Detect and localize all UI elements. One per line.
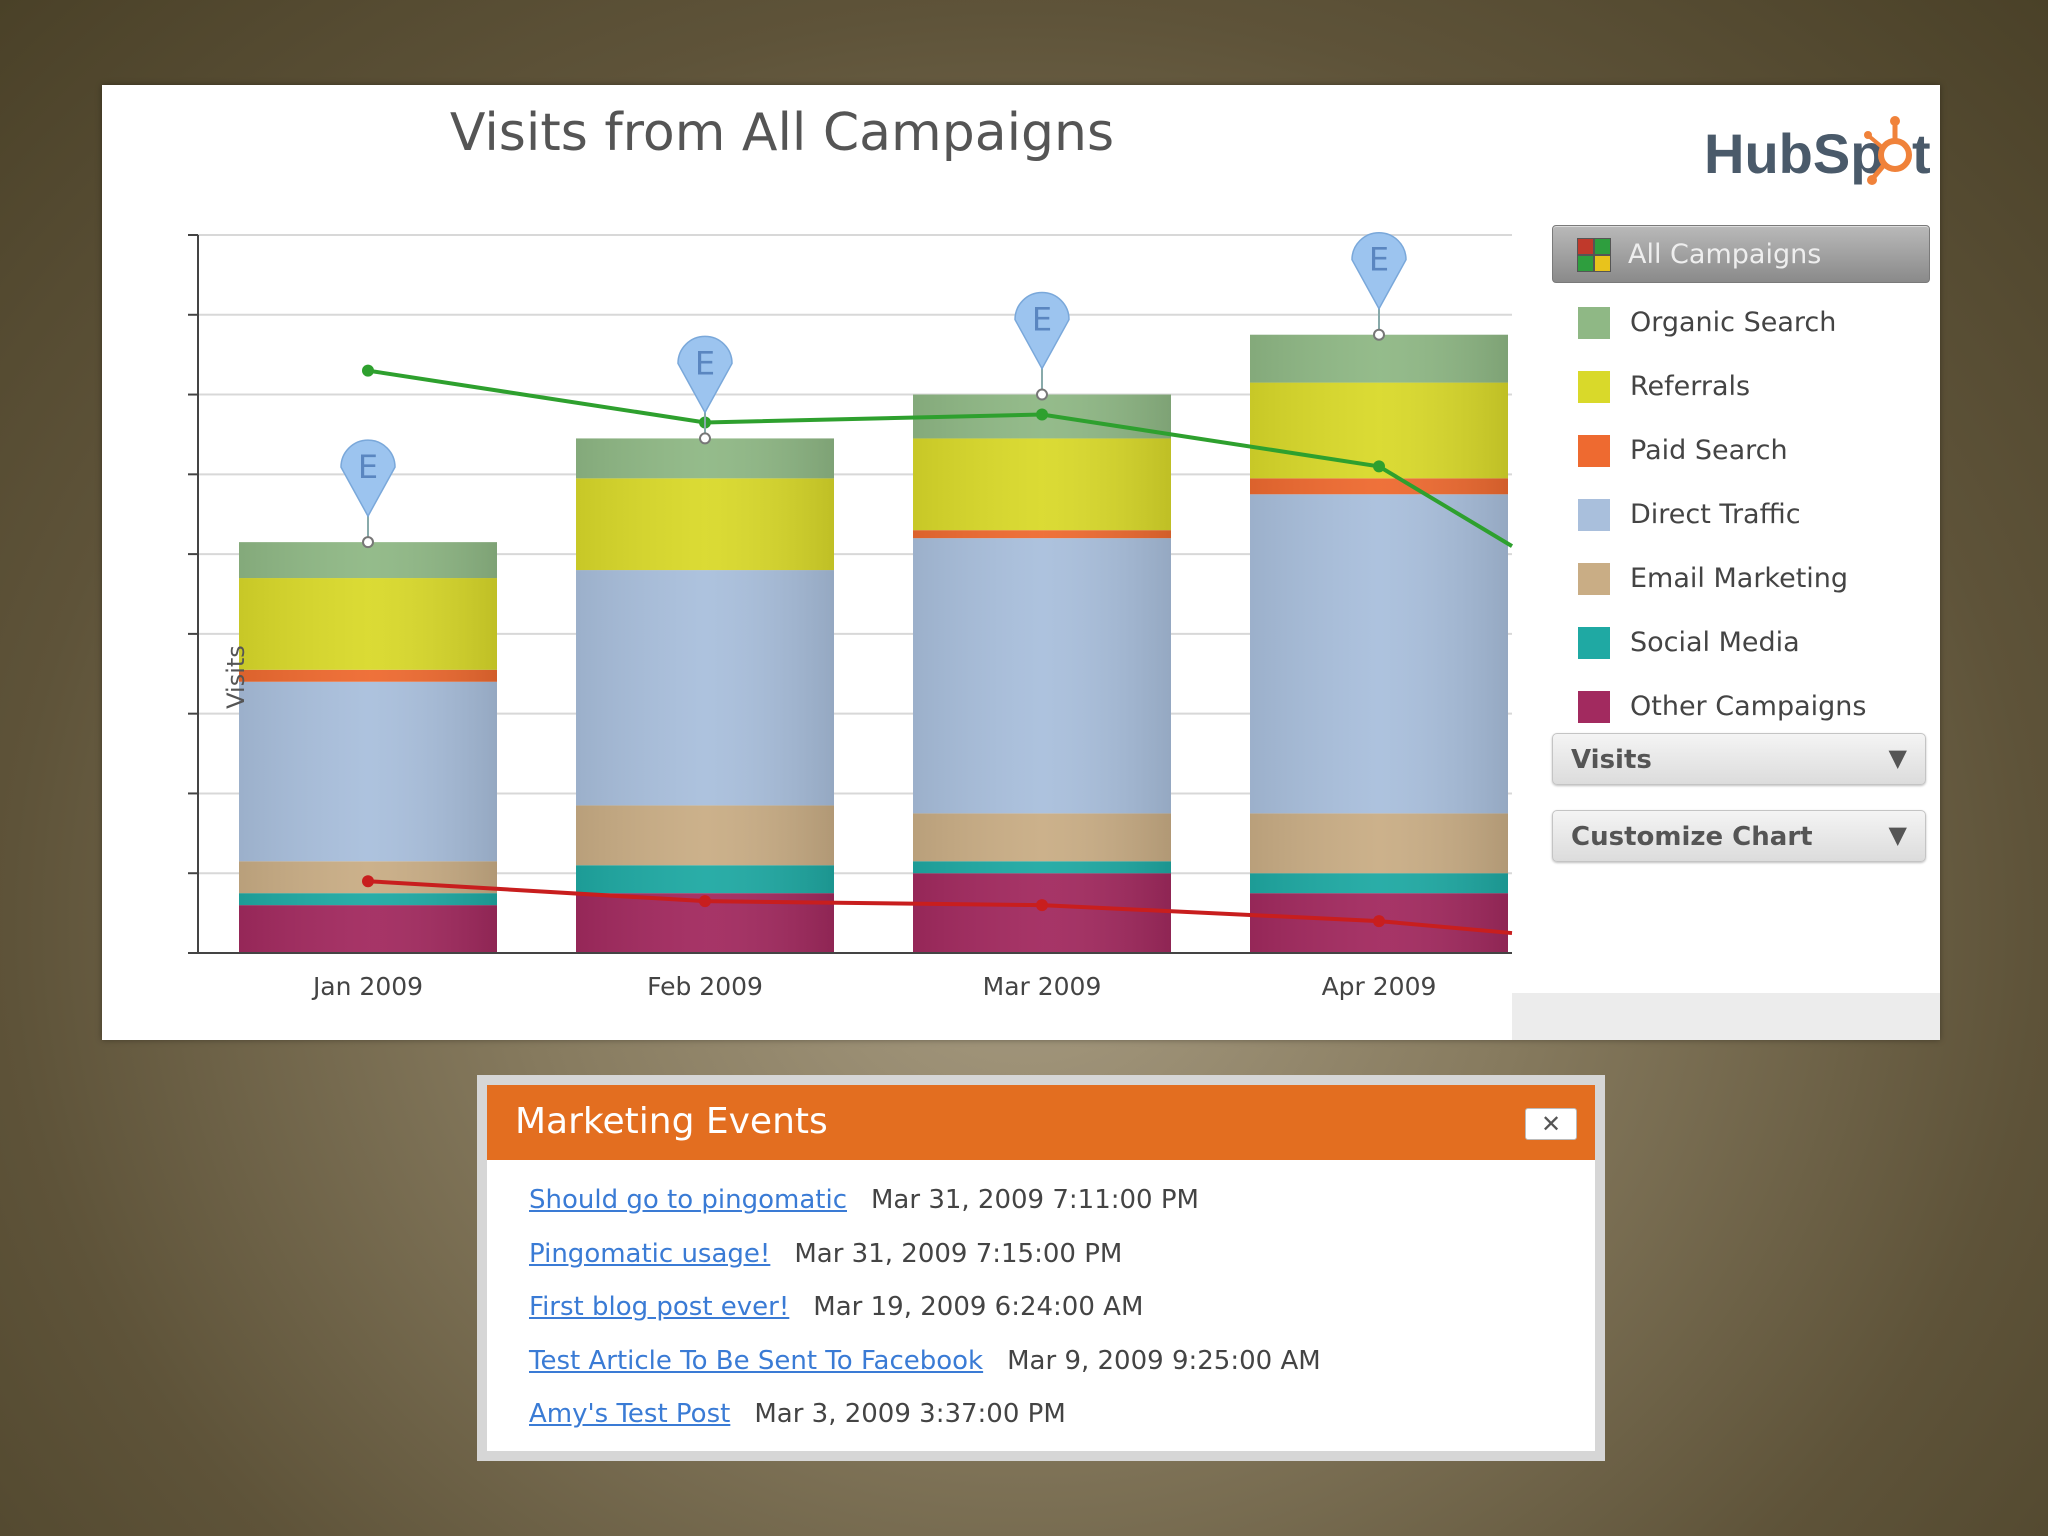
chart-title: Visits from All Campaigns — [449, 103, 1115, 163]
event-link[interactable]: Pingomatic usage! — [529, 1238, 771, 1269]
all-campaigns-icon — [1577, 238, 1611, 272]
legend-swatch — [1578, 627, 1610, 659]
bar-shade — [576, 438, 834, 953]
customize-chart-dropdown[interactable]: Customize Chart ▼ — [1552, 810, 1926, 862]
legend-item[interactable]: Direct Traffic — [1552, 483, 1932, 547]
event-marker-label: E — [1032, 301, 1052, 339]
event-link[interactable]: Should go to pingomatic — [529, 1185, 847, 1215]
bar-shade — [239, 542, 497, 953]
line-point[interactable] — [1036, 408, 1048, 421]
event-link[interactable]: Test Article To Be Sent To Facebook — [529, 1345, 984, 1376]
event-marker[interactable]: E — [1351, 231, 1407, 341]
line-point[interactable] — [1373, 460, 1385, 473]
metric-dropdown-label: Visits — [1571, 745, 1652, 775]
legend-swatch — [1578, 499, 1610, 531]
event-row: Should go to pingomatic Mar 31, 2009 7:11… — [529, 1185, 1321, 1239]
event-anchor — [362, 536, 374, 549]
line-point[interactable] — [362, 875, 374, 888]
legend-item[interactable]: Other Campaigns — [1552, 675, 1932, 739]
legend-label: Organic Search — [1630, 307, 1837, 338]
events-title: Marketing Events — [515, 1101, 828, 1142]
y-axis-label: Visits — [222, 645, 250, 709]
map-pin-icon — [1351, 231, 1407, 311]
stacked-bar-chart: E E E E Jan 2009 Feb 2009 Mar 2009 Apr 2009 Vi… — [188, 231, 1514, 1001]
event-time: Mar 31, 2009 7:15:00 PM — [794, 1238, 1123, 1269]
event-marker[interactable]: E — [677, 335, 733, 445]
customize-chart-label: Customize Chart — [1571, 822, 1813, 852]
legend-label: Referrals — [1630, 371, 1751, 402]
event-marker-label: E — [695, 344, 715, 382]
legend-item[interactable]: Email Marketing — [1552, 547, 1932, 611]
metric-dropdown[interactable]: Visits ▼ — [1552, 733, 1926, 785]
event-row: First blog post ever! Mar 19, 2009 6:24:0… — [529, 1292, 1321, 1346]
x-tick-label: Apr 2009 — [1322, 972, 1437, 1001]
legend-swatch — [1578, 371, 1610, 403]
event-marker[interactable]: E — [1014, 291, 1070, 401]
bar-shade — [913, 394, 1171, 953]
legend-swatch — [1578, 307, 1610, 339]
line-point[interactable] — [1036, 899, 1048, 912]
x-tick-label: Jan 2009 — [311, 972, 423, 1001]
event-time: Mar 31, 2009 7:11:00 PM — [871, 1185, 1199, 1215]
event-time: Mar 3, 2009 3:37:00 PM — [754, 1399, 1066, 1429]
event-marker[interactable]: E — [340, 439, 396, 549]
legend-swatch — [1578, 691, 1610, 723]
legend-label: Email Marketing — [1630, 563, 1849, 594]
event-time: Mar 9, 2009 9:25:00 AM — [1007, 1345, 1321, 1376]
event-marker-label: E — [1369, 241, 1389, 279]
event-row: Pingomatic usage! Mar 31, 2009 7:15:00 PM — [529, 1239, 1321, 1293]
event-link[interactable]: First blog post ever! — [529, 1292, 790, 1322]
legend-item[interactable]: Referrals — [1552, 355, 1932, 419]
event-link[interactable]: Amy's Test Post — [529, 1399, 731, 1429]
x-tick-label: Mar 2009 — [983, 972, 1102, 1001]
chevron-down-icon: ▼ — [1888, 744, 1907, 772]
event-marker-label: E — [358, 448, 378, 486]
event-anchor — [699, 432, 711, 445]
event-time: Mar 19, 2009 6:24:00 AM — [813, 1292, 1144, 1322]
hubspot-logo: HubSp t — [1704, 116, 1931, 185]
line-point[interactable] — [699, 895, 711, 908]
legend: All Campaigns Organic Search Referrals Pai… — [1552, 225, 1932, 739]
marketing-events-panel: Marketing Events ✕ Should go to pingomat… — [477, 1075, 1605, 1461]
chevron-down-icon: ▼ — [1888, 821, 1907, 849]
svg-text:t: t — [1912, 122, 1931, 185]
panel-bottom-strip — [1512, 993, 1940, 1040]
legend-label: Other Campaigns — [1630, 691, 1867, 722]
event-anchor — [1036, 388, 1048, 401]
bar-shade — [1250, 334, 1508, 953]
map-pin-icon — [677, 335, 733, 414]
events-header: Marketing Events ✕ — [487, 1085, 1595, 1160]
legend-label: Paid Search — [1630, 435, 1788, 466]
legend-item[interactable]: Social Media — [1552, 611, 1932, 675]
legend-all-label: All Campaigns — [1628, 239, 1822, 270]
map-pin-icon — [1014, 291, 1070, 371]
event-row: Amy's Test Post Mar 3, 2009 3:37:00 PM — [529, 1399, 1321, 1453]
x-tick-label: Feb 2009 — [647, 972, 763, 1001]
map-pin-icon — [340, 439, 396, 518]
line-point[interactable] — [1373, 915, 1385, 928]
legend-swatch — [1578, 563, 1610, 595]
event-row: Test Article To Be Sent To Facebook Mar 9… — [529, 1346, 1321, 1400]
legend-label: Social Media — [1630, 627, 1800, 658]
legend-swatch — [1578, 435, 1610, 467]
event-anchor — [1373, 328, 1385, 341]
legend-label: Direct Traffic — [1630, 499, 1801, 530]
line-point[interactable] — [362, 364, 374, 377]
legend-item[interactable]: Paid Search — [1552, 419, 1932, 483]
legend-item[interactable]: Organic Search — [1552, 291, 1932, 355]
events-list: Should go to pingomatic Mar 31, 2009 7:11… — [529, 1185, 1321, 1453]
legend-all-campaigns[interactable]: All Campaigns — [1552, 225, 1930, 283]
logo-text: HubSp — [1704, 122, 1884, 185]
close-button[interactable]: ✕ — [1525, 1108, 1577, 1140]
chart-panel: Visits from All Campaigns HubSp t E E E E J… — [102, 85, 1940, 1040]
